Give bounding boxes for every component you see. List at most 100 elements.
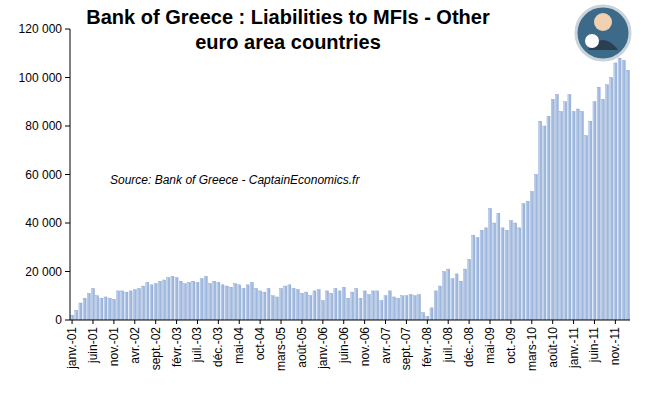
title: Bank of Greece : Liabilities to MFIs - O…: [86, 6, 490, 53]
bar: [296, 290, 299, 320]
y-tick: [65, 126, 70, 127]
bar: [326, 291, 329, 320]
x-tick-label: juin-01: [86, 327, 100, 364]
bar: [606, 85, 609, 320]
bar: [204, 276, 207, 320]
bar: [242, 288, 245, 320]
bar: [359, 298, 362, 320]
bar: [555, 94, 558, 320]
bar: [175, 278, 178, 320]
x-tick: [573, 320, 574, 324]
x-tick: [301, 320, 302, 324]
bar: [121, 291, 124, 320]
bar: [380, 301, 383, 320]
bar: [321, 301, 324, 320]
x-tick-label: sept.-07: [399, 327, 413, 371]
bar: [622, 61, 625, 320]
bar: [133, 290, 136, 320]
bar: [267, 288, 270, 320]
x-tick: [322, 320, 323, 324]
x-tick-label: sept.-02: [149, 327, 163, 371]
bar: [371, 291, 374, 320]
bar: [313, 291, 316, 320]
bar: [238, 285, 241, 320]
x-axis: [70, 320, 630, 321]
bar: [589, 121, 592, 320]
bar: [137, 288, 140, 320]
bar: [288, 285, 291, 320]
bar: [560, 111, 563, 320]
x-tick: [615, 320, 616, 324]
bar: [254, 288, 257, 320]
bar: [234, 284, 237, 320]
bar: [96, 296, 99, 320]
x-tick-label: août-10: [546, 327, 560, 368]
y-tick-label: 0: [55, 313, 62, 327]
bar: [171, 276, 174, 320]
bar: [342, 287, 345, 320]
bar: [146, 282, 149, 320]
bar: [405, 296, 408, 320]
bar: [275, 297, 278, 320]
bar: [463, 269, 466, 320]
bar: [526, 201, 529, 320]
bar: [422, 313, 425, 320]
x-tick-label: avr.-02: [128, 327, 142, 364]
bar: [413, 296, 416, 320]
bar: [564, 102, 567, 320]
x-tick-label: janv.-11: [567, 327, 581, 369]
bar: [208, 284, 211, 320]
bar: [501, 228, 504, 320]
y-tick: [65, 320, 70, 321]
bar: [438, 286, 441, 320]
bar: [610, 78, 613, 321]
x-tick: [155, 320, 156, 324]
bar: [530, 191, 533, 320]
x-tick: [218, 320, 219, 324]
bar: [338, 291, 341, 320]
bar: [292, 288, 295, 320]
y-tick-label: 20 000: [25, 265, 62, 279]
bar: [192, 281, 195, 320]
bar: [125, 292, 128, 320]
x-tick-label: nov.-01: [107, 327, 121, 366]
bar: [534, 175, 537, 321]
x-tick: [343, 320, 344, 324]
y-tick-label: 120 000: [19, 22, 63, 36]
x-tick: [239, 320, 240, 324]
bar: [618, 58, 621, 320]
x-tick: [552, 320, 553, 324]
bar: [217, 282, 220, 320]
bar: [71, 315, 74, 320]
x-tick-label: déc.-08: [462, 327, 476, 367]
bar: [87, 293, 90, 320]
x-tick: [197, 320, 198, 324]
x-tick: [134, 320, 135, 324]
x-tick-label: févr.-03: [170, 327, 184, 367]
chart: Bank of Greece : Liabilities to MFIs - O…: [0, 0, 650, 417]
x-tick: [72, 320, 73, 324]
bar: [163, 280, 166, 320]
y-tick: [65, 223, 70, 224]
x-tick: [385, 320, 386, 324]
y-tick-label: 40 000: [25, 216, 62, 230]
annotation: Source: Bank of Greece - CaptainEconomic…: [110, 173, 360, 187]
bar: [401, 296, 404, 320]
bar: [451, 279, 454, 320]
logo: [576, 6, 630, 60]
bar: [196, 282, 199, 320]
x-tick: [490, 320, 491, 324]
x-tick: [281, 320, 282, 324]
bar: [330, 293, 333, 320]
bar: [229, 287, 232, 320]
bar: [158, 281, 161, 320]
bar: [112, 299, 115, 320]
x-tick: [176, 320, 177, 324]
bar: [614, 63, 617, 320]
bar: [514, 223, 517, 320]
bar: [593, 102, 596, 320]
x-tick-label: juil.-08: [441, 327, 455, 364]
bar: [309, 296, 312, 320]
bar: [263, 292, 266, 320]
bar: [213, 281, 216, 320]
